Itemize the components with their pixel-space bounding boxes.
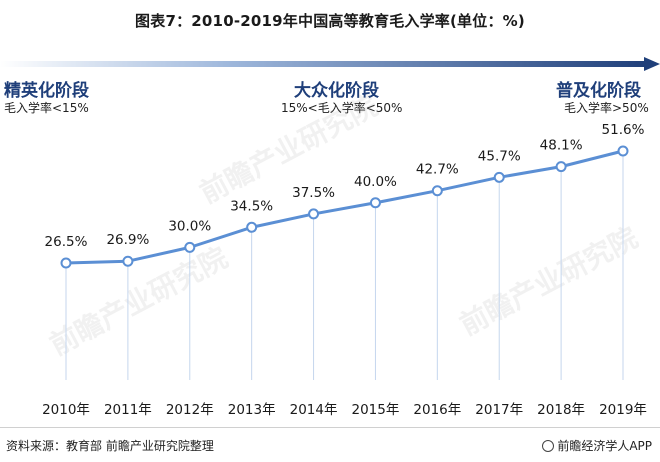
data-point xyxy=(184,241,196,253)
data-point xyxy=(60,257,72,269)
x-tick-label: 2010年 xyxy=(42,402,90,418)
stage-arrow xyxy=(0,57,660,71)
data-label: 42.7% xyxy=(416,162,459,178)
chart-title: 图表7：2010-2019年中国高等教育毛入学率(单位：%) xyxy=(135,12,525,30)
x-tick-label: 2018年 xyxy=(537,402,585,418)
x-tick-label: 2011年 xyxy=(104,402,152,418)
data-label: 40.0% xyxy=(354,174,397,190)
x-tick-label: 2019年 xyxy=(599,402,647,418)
data-point xyxy=(369,197,381,209)
x-tick-label: 2016年 xyxy=(413,402,461,418)
stage-mass-range: 15%<毛入学率<50% xyxy=(281,101,403,115)
x-tick-label: 2015年 xyxy=(352,402,400,418)
x-tick-label: 2012年 xyxy=(166,402,214,418)
data-point xyxy=(431,185,443,197)
x-tick-label: 2013年 xyxy=(228,402,276,418)
footer-divider xyxy=(0,427,660,428)
data-point xyxy=(246,221,258,233)
brand-logo-icon xyxy=(542,439,555,452)
data-label: 34.5% xyxy=(230,198,273,214)
data-label: 30.0% xyxy=(168,218,211,234)
data-point xyxy=(617,145,629,157)
data-label: 37.5% xyxy=(292,185,335,201)
data-label: 26.9% xyxy=(106,232,149,248)
brand-credit: 前瞻经济学人APP xyxy=(542,437,652,454)
data-label: 51.6% xyxy=(602,122,645,138)
data-point xyxy=(122,255,134,267)
x-tick-label: 2017年 xyxy=(475,402,523,418)
x-tick-label: 2014年 xyxy=(290,402,338,418)
brand-name: 前瞻经济学人APP xyxy=(557,439,652,453)
stage-mass-title: 大众化阶段 xyxy=(294,81,379,101)
data-label: 48.1% xyxy=(540,138,583,154)
series-line xyxy=(65,149,624,265)
data-label: 26.5% xyxy=(45,234,88,250)
data-label: 45.7% xyxy=(478,148,521,164)
stage-universal-range: 毛入学率>50% xyxy=(564,101,649,115)
source-note: 资料来源：教育部 前瞻产业研究院整理 xyxy=(6,439,214,453)
data-point xyxy=(493,171,505,183)
data-point xyxy=(555,161,567,173)
data-point xyxy=(308,208,320,220)
stage-universal-title: 普及化阶段 xyxy=(556,81,641,101)
stage-elite-range: 毛入学率<15% xyxy=(4,101,89,115)
stage-elite-title: 精英化阶段 xyxy=(4,81,89,101)
